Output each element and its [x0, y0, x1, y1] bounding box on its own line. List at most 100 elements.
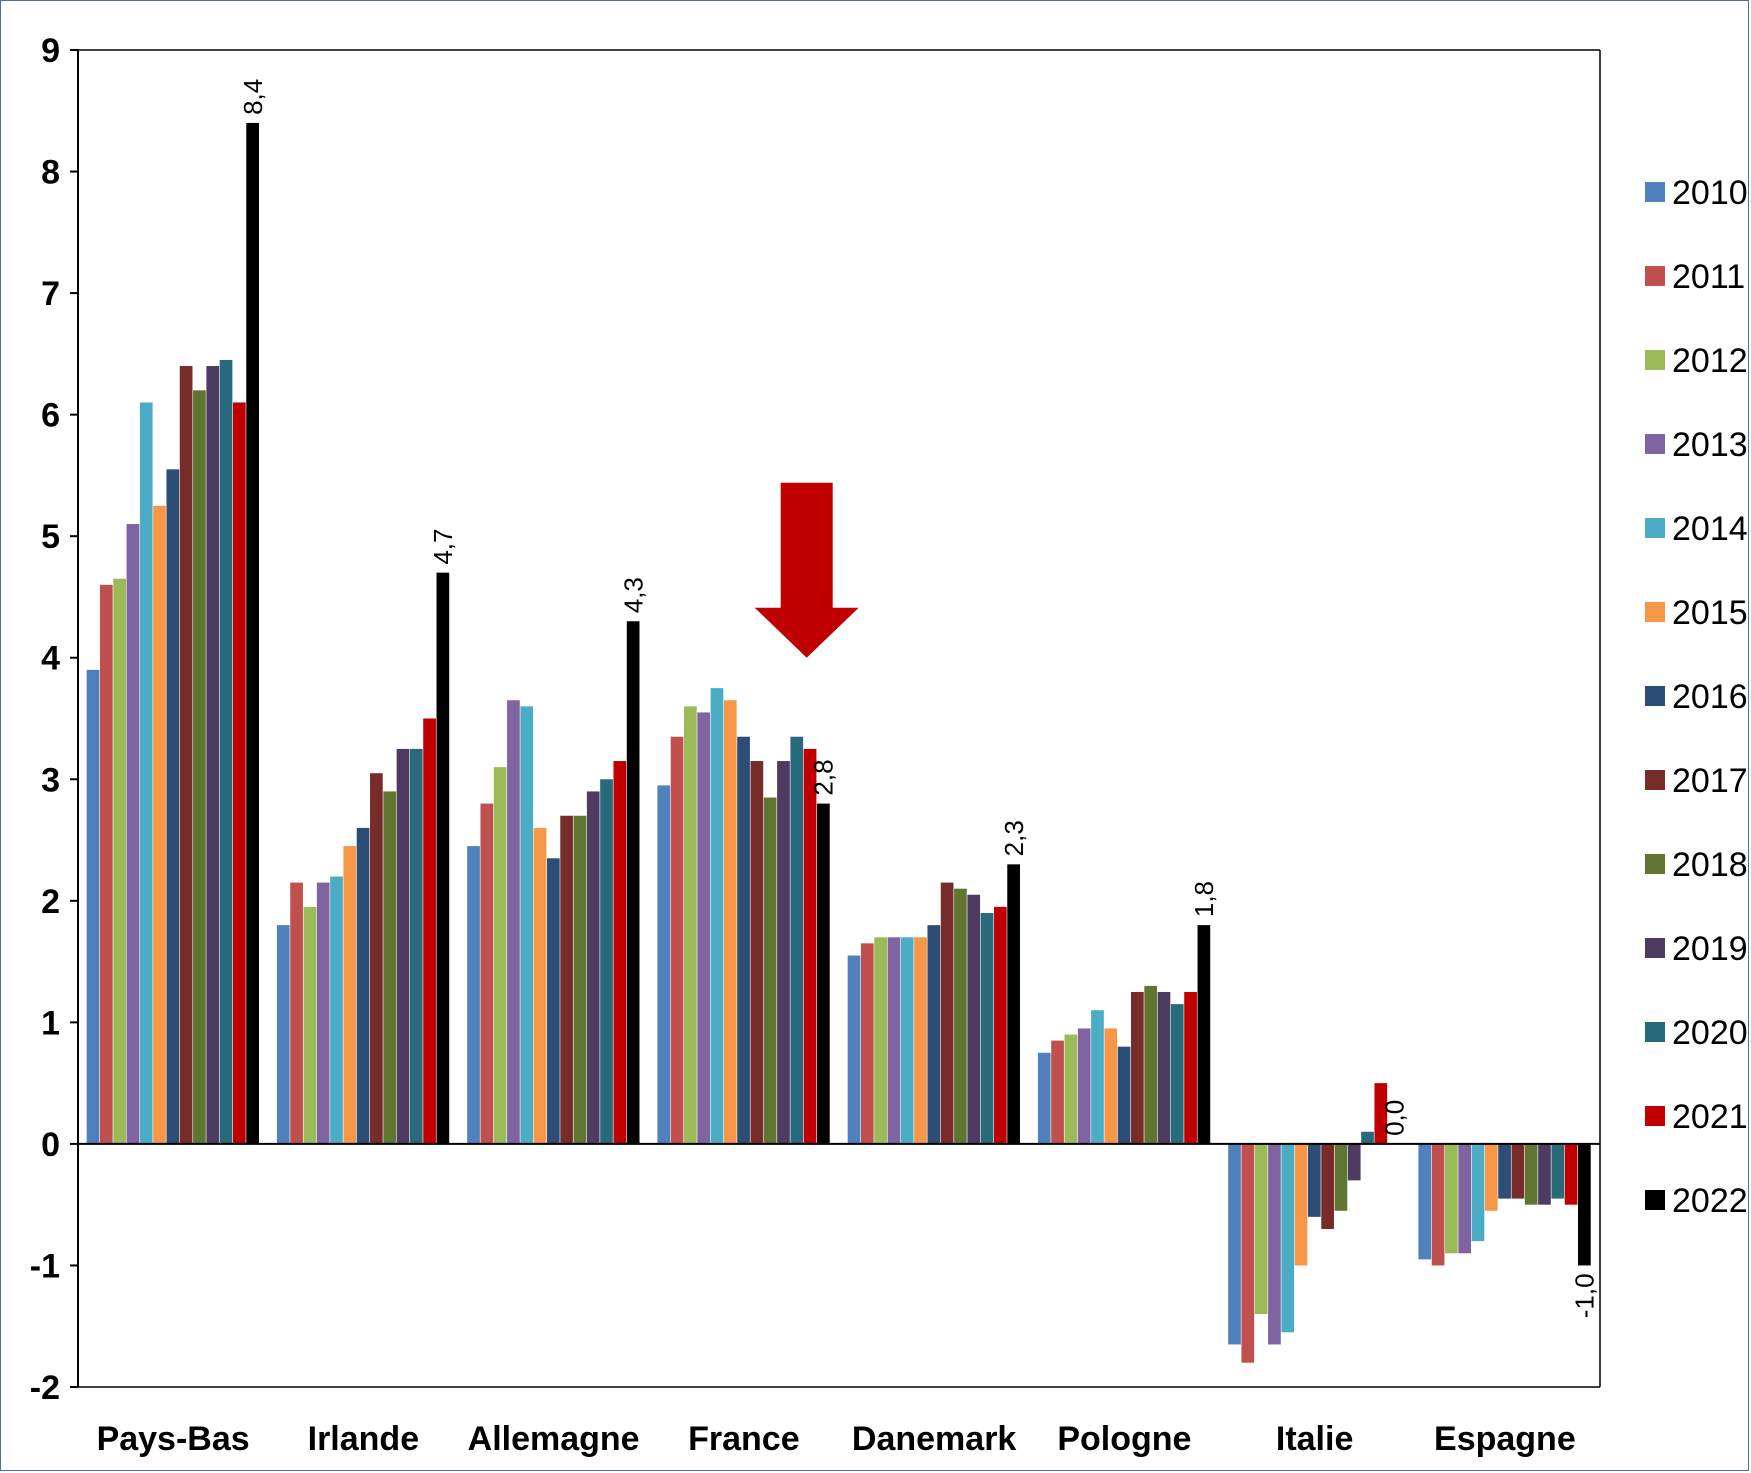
- bar-2013-espagne: [1458, 1143, 1472, 1254]
- legend: 2010 2011 2012 2013 2014 2015 2016 2017 2018 2019…: [1645, 174, 1748, 1220]
- legend-swatch: [1645, 686, 1665, 706]
- bar-2017-espagne: [1511, 1143, 1525, 1199]
- legend-swatch: [1645, 1190, 1665, 1210]
- y-tick-label: 7: [41, 275, 60, 313]
- legend-swatch: [1645, 350, 1665, 370]
- legend-swatch: [1645, 266, 1665, 286]
- bar-2020-france: [790, 736, 804, 1144]
- bar-2014-espagne: [1471, 1143, 1485, 1242]
- bar-2014-france: [710, 688, 724, 1144]
- bar-2013-allemagne: [507, 700, 520, 1144]
- bar-2020-pologne: [1170, 1004, 1184, 1144]
- y-tick-label: 8: [41, 154, 60, 192]
- bar-2012-pologne: [1064, 1034, 1078, 1144]
- legend-swatch: [1645, 854, 1665, 874]
- bar-2017-italie: [1321, 1143, 1334, 1229]
- bar-2019-pays-bas: [206, 366, 220, 1144]
- x-tick-label: France: [688, 1420, 800, 1458]
- x-tick-label: Espagne: [1434, 1420, 1576, 1458]
- bar-2013-italie: [1268, 1143, 1281, 1345]
- bar-2018-france: [763, 797, 777, 1144]
- bars-layer: [86, 122, 1591, 1363]
- bar-2011-allemagne: [480, 803, 494, 1144]
- bar-2017-france: [750, 761, 764, 1144]
- bar-2020-pays-bas: [219, 359, 233, 1144]
- legend-label: 2011: [1672, 258, 1745, 296]
- legend-label: 2018: [1672, 846, 1748, 884]
- bar-2017-pays-bas: [179, 366, 193, 1144]
- data-label: 1,8: [1189, 881, 1219, 917]
- bar-2015-espagne: [1484, 1143, 1498, 1211]
- axes-layer: [77, 49, 1601, 1388]
- bar-2019-irlande: [396, 748, 410, 1144]
- y-tick-label: 9: [41, 32, 60, 70]
- data-label: 2,8: [809, 759, 839, 795]
- bar-2018-pays-bas: [193, 390, 206, 1144]
- bar-2014-italie: [1281, 1143, 1295, 1333]
- bar-2018-pologne: [1144, 985, 1158, 1144]
- legend-label: 2021: [1672, 1098, 1748, 1136]
- legend-swatch: [1645, 434, 1665, 454]
- y-axis-ticks: -2 -1 0 1 2 3 4 5 6 7 8 9: [30, 32, 78, 1407]
- legend-swatch: [1645, 770, 1665, 790]
- bar-2010-allemagne: [467, 846, 480, 1144]
- y-tick-label: 1: [41, 1004, 60, 1042]
- bar-2015-pologne: [1104, 1028, 1118, 1144]
- bar-2019-france: [777, 761, 790, 1144]
- bar-2021-irlande: [423, 718, 436, 1144]
- legend-label: 2013: [1672, 426, 1748, 464]
- data-label: 8,4: [238, 79, 268, 115]
- data-labels: 8,4 4,7 4,3 2,8 2,3 1,8 0,0 -1,0: [238, 79, 1600, 1318]
- bar-2020-allemagne: [600, 779, 613, 1144]
- bar-2020-italie: [1361, 1131, 1374, 1144]
- bar-2022-danemark: [1007, 864, 1020, 1144]
- x-tick-label: Italie: [1276, 1420, 1353, 1458]
- y-tick-label: 5: [41, 518, 60, 556]
- bar-2021-italie: [1374, 1083, 1388, 1144]
- bar-2018-irlande: [383, 791, 397, 1144]
- bar-2020-irlande: [409, 748, 423, 1144]
- bar-2014-danemark: [900, 937, 914, 1144]
- bar-2019-italie: [1347, 1143, 1361, 1181]
- y-tick-label: 3: [41, 761, 60, 799]
- bar-2016-pays-bas: [166, 469, 180, 1144]
- bar-2010-irlande: [276, 925, 290, 1144]
- bar-2017-danemark: [940, 882, 954, 1144]
- y-tick-label: 4: [41, 640, 60, 678]
- legend-swatch: [1645, 938, 1665, 958]
- legend-swatch: [1645, 1022, 1665, 1042]
- bar-2011-pays-bas: [99, 584, 113, 1144]
- legend-label: 2010: [1672, 174, 1748, 212]
- bar-2010-italie: [1228, 1143, 1241, 1345]
- bar-2013-pays-bas: [126, 524, 140, 1144]
- legend-swatch: [1645, 182, 1665, 202]
- legend-label: 2015: [1672, 594, 1748, 632]
- y-tick-label: 0: [41, 1126, 60, 1164]
- y-tick-label: 6: [41, 397, 60, 435]
- bar-2013-irlande: [316, 882, 330, 1144]
- bar-2014-pays-bas: [139, 402, 153, 1144]
- data-label: -1,0: [1570, 1273, 1600, 1318]
- y-tick-label: 2: [41, 883, 60, 921]
- bar-2015-allemagne: [533, 827, 547, 1144]
- x-tick-label: Pays-Bas: [97, 1420, 250, 1458]
- legend-label: 2020: [1672, 1014, 1748, 1052]
- bar-2020-espagne: [1551, 1143, 1565, 1199]
- y-tick-label: -1: [30, 1247, 60, 1285]
- bar-2012-danemark: [874, 937, 887, 1144]
- data-label: 4,7: [428, 528, 458, 564]
- bar-2011-pologne: [1051, 1040, 1064, 1144]
- legend-label: 2014: [1672, 510, 1748, 548]
- bar-2014-pologne: [1091, 1010, 1104, 1144]
- bar-2013-pologne: [1077, 1028, 1091, 1144]
- bar-2022-irlande: [436, 572, 450, 1144]
- data-label: 4,3: [618, 577, 648, 613]
- bar-2018-danemark: [954, 888, 967, 1144]
- x-tick-label: Irlande: [308, 1420, 419, 1458]
- bar-2022-france: [817, 803, 830, 1144]
- bar-2017-allemagne: [560, 815, 573, 1144]
- bar-2010-pays-bas: [86, 669, 100, 1144]
- legend-label: 2019: [1672, 930, 1748, 968]
- bar-2012-allemagne: [493, 767, 507, 1144]
